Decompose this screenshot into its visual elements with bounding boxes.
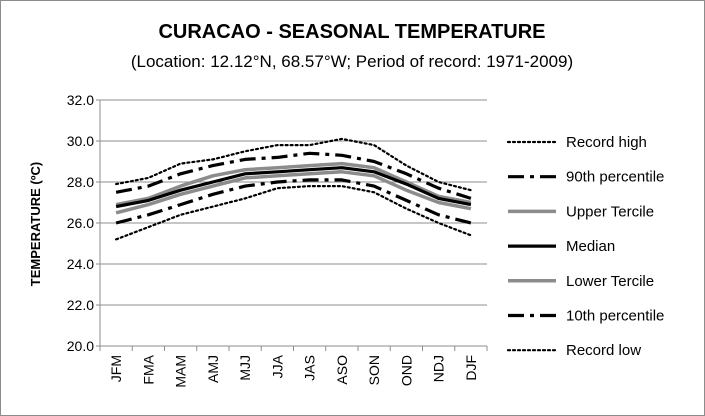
legend-label: Lower Tercile (566, 273, 654, 290)
series-line-upper-tercile (115, 161, 472, 207)
x-tick-label: JAS (302, 355, 318, 381)
y-tick-label: 32.0 (67, 92, 94, 108)
y-tick-label: 26.0 (67, 215, 94, 231)
x-tick-label: NDJ (431, 355, 447, 382)
x-tick-label: SON (366, 355, 382, 385)
x-tick-label: AMJ (205, 355, 221, 383)
legend-label: 90th percentile (566, 169, 664, 186)
x-tick-label: MJJ (237, 355, 253, 381)
x-tick-label: JJA (269, 354, 285, 378)
legend-label: Median (566, 238, 615, 255)
legend-label: 10th percentile (566, 308, 664, 325)
series-line-90th-percentile (115, 151, 472, 200)
series-line-median (115, 166, 472, 209)
x-tick-label: FMA (140, 354, 156, 384)
y-tick-label: 30.0 (67, 133, 94, 149)
x-tick-label: OND (398, 355, 414, 386)
y-axis-label: TEMPERATURE (ºC) (28, 162, 43, 286)
x-tick-label: DJF (463, 355, 479, 381)
y-tick-label: 20.0 (67, 338, 94, 354)
series-line-record-high (114, 137, 472, 192)
chart-subtitle: (Location: 12.12°N, 68.57°W; Period of r… (131, 52, 573, 71)
series-line-10th-percentile (115, 178, 472, 225)
series-lines (114, 137, 472, 241)
gridlines (100, 99, 487, 306)
x-tick-label: JFM (108, 355, 124, 382)
y-tick-label: 22.0 (67, 297, 94, 313)
y-tick-label: 28.0 (67, 174, 94, 190)
chart-title: CURACAO - SEASONAL TEMPERATURE (158, 21, 545, 43)
x-tick-label: ASO (334, 355, 350, 385)
series-line-lower-tercile (115, 170, 472, 215)
x-tick-label: MAM (173, 355, 189, 388)
y-tick-label: 24.0 (67, 256, 94, 272)
series-line-record-low (114, 185, 472, 241)
axes: 20.0 22.0 24.0 26.0 28.0 30.0 32.0 JFM FMA MAM AMJ… (67, 92, 488, 388)
legend-label: Upper Tercile (566, 203, 654, 220)
legend-label: Record high (566, 134, 647, 151)
legend-label: Record low (566, 342, 641, 359)
legend: Record high 90th percentile Upper Tercile M… (506, 134, 664, 359)
